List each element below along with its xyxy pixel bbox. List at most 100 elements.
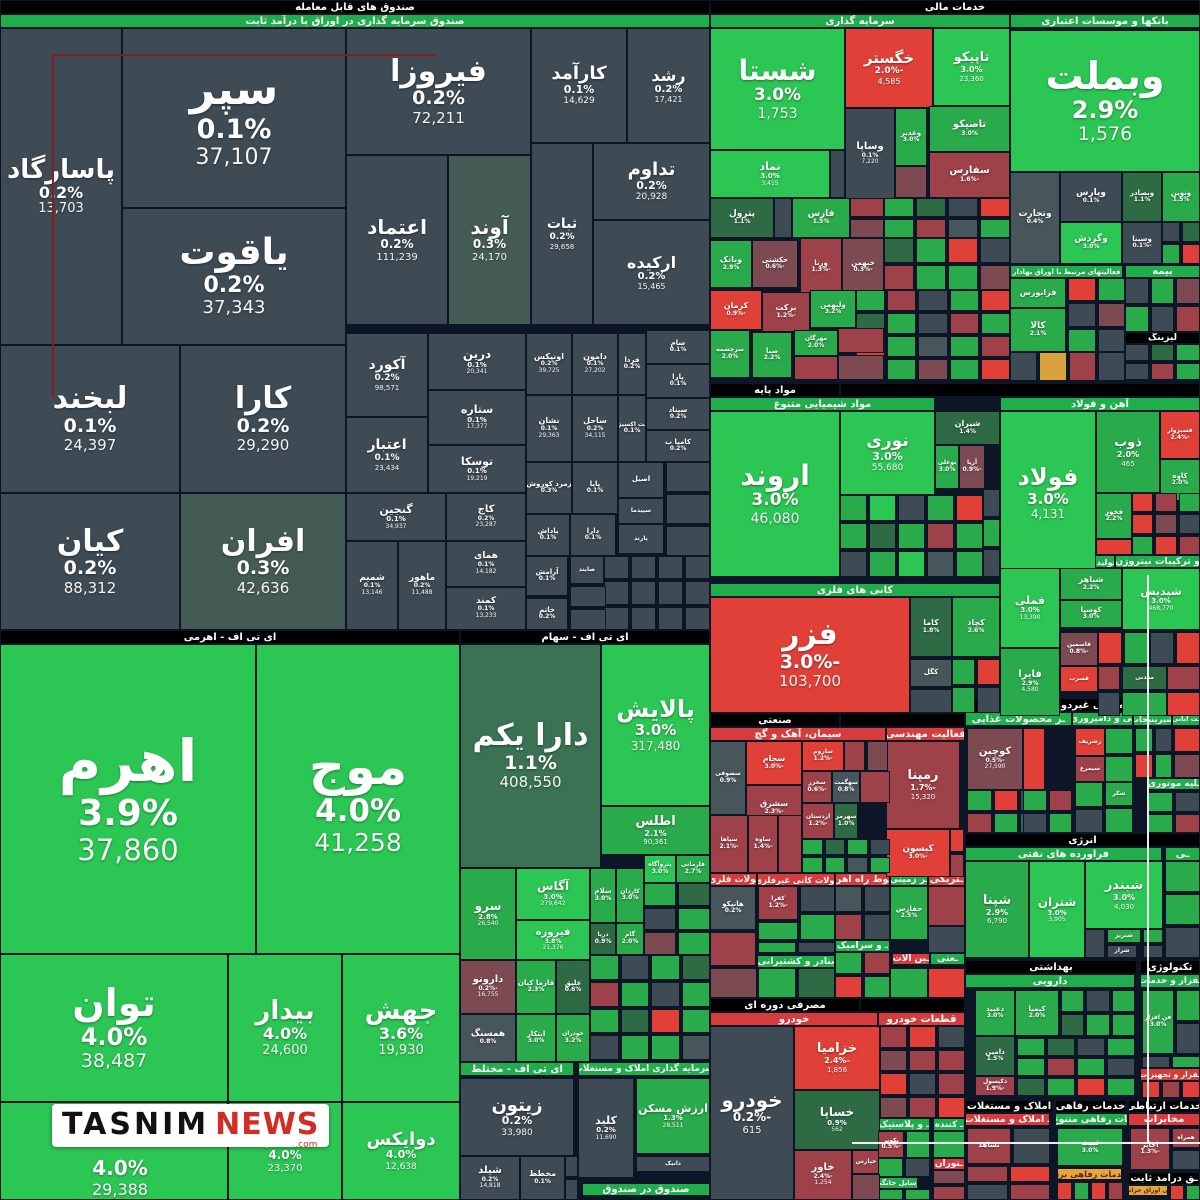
stock-tile-فاسمین[interactable]: فاسمین -0.8%	[1060, 632, 1098, 666]
stock-tile-پارند[interactable]: پارند	[618, 524, 664, 554]
stock-tile-سپاها[interactable]: سپاها -2.1%	[710, 815, 748, 873]
stock-tile-small[interactable]	[1125, 363, 1149, 380]
stock-tile-small[interactable]	[1142, 1056, 1170, 1068]
stock-tile-small[interactable]	[835, 886, 862, 912]
stock-tile-small[interactable]	[867, 741, 888, 771]
stock-tile-small[interactable]	[758, 922, 798, 940]
stock-tile-پکویر[interactable]: پکویر -0.5%	[878, 1131, 904, 1158]
stock-tile-پتروآگاه[interactable]: پتروآگاه 3.0%	[644, 855, 676, 883]
stock-tile-small[interactable]	[928, 886, 965, 926]
stock-tile-small[interactable]	[863, 914, 890, 940]
stock-tile-small[interactable]	[1061, 990, 1085, 1012]
stock-tile-small[interactable]	[918, 336, 948, 357]
stock-tile-small[interactable]	[887, 290, 917, 311]
stock-tile-همسنگ[interactable]: همسنگ 0.8%	[460, 1014, 516, 1062]
stock-tile-آریا[interactable]: آریا -0.9%	[959, 445, 985, 489]
stock-tile-small[interactable]	[916, 238, 946, 263]
stock-tile-small[interactable]	[880, 1096, 907, 1118]
stock-tile-کاردان[interactable]: کاردان 3.0%	[616, 868, 644, 923]
stock-tile-شبریز[interactable]: شبریز	[1107, 929, 1141, 943]
stock-tile-small[interactable]	[1097, 328, 1125, 352]
stock-tile-small[interactable]	[980, 336, 1010, 357]
stock-tile-small[interactable]	[1048, 790, 1072, 811]
stock-tile-small[interactable]	[802, 839, 823, 855]
stock-tile-small[interactable]	[980, 219, 1010, 238]
stock-tile-small[interactable]	[800, 914, 835, 940]
stock-tile-small[interactable]	[1182, 222, 1200, 242]
stock-tile-فزر[interactable]: فزر -3.0% 103,700	[710, 597, 910, 713]
stock-tile-small[interactable]	[644, 907, 676, 931]
stock-tile-small[interactable]	[948, 219, 978, 238]
stock-tile-small[interactable]	[1105, 756, 1133, 782]
stock-tile-small[interactable]	[878, 1189, 903, 1200]
stock-tile-معدنی[interactable]: معدنی	[1122, 666, 1167, 690]
stock-tile-small[interactable]	[980, 290, 1010, 311]
stock-tile-فن-افزار[interactable]: فن افزار 3.0%	[1142, 990, 1174, 1054]
stock-tile-small[interactable]	[681, 981, 710, 1007]
stock-tile-دارا[interactable]: دارا 0.1%	[570, 514, 616, 556]
stock-tile-small[interactable]	[905, 1158, 930, 1177]
stock-tile-توان[interactable]: توان 4.0% 38,487	[0, 954, 228, 1102]
stock-tile-small[interactable]	[644, 883, 676, 906]
stock-tile-small[interactable]	[1010, 352, 1038, 381]
stock-tile-سام[interactable]: سام 0.1%	[646, 330, 710, 364]
stock-tile-small[interactable]	[678, 907, 710, 931]
stock-tile-small[interactable]	[884, 219, 914, 238]
stock-tile-دوایکس[interactable]: دوایکس 4.0% 12,638	[342, 1102, 460, 1200]
stock-tile-small[interactable]	[895, 166, 927, 198]
stock-tile-سهرمز[interactable]: سهرمز 1.0%	[834, 803, 858, 839]
stock-tile-small[interactable]	[938, 1073, 965, 1095]
stock-tile-وبملت[interactable]: وبملت 2.9% 1,576	[1010, 30, 1200, 172]
stock-tile-small[interactable]	[869, 857, 890, 873]
stock-tile-سیمرغ[interactable]: سیمرغ	[1075, 756, 1105, 782]
stock-tile-small[interactable]	[980, 198, 1010, 217]
stock-tile-لبخند[interactable]: لبخند 0.1% 24,397	[0, 345, 180, 493]
stock-tile-small[interactable]	[938, 1096, 965, 1118]
stock-tile-اهرم[interactable]: اهرم 3.9% 37,860	[0, 644, 256, 954]
stock-tile-small[interactable]	[590, 1035, 619, 1060]
stock-tile-small[interactable]	[1150, 632, 1174, 664]
stock-tile-خپارس[interactable]: خپارس	[852, 1150, 880, 1174]
stock-tile-آرامش[interactable]: آرامش 0.1%	[526, 556, 568, 596]
stock-tile-small[interactable]	[948, 238, 978, 263]
stock-tile-small[interactable]	[967, 790, 992, 811]
stock-tile-دریا[interactable]: دریا 0.9%	[590, 923, 616, 955]
stock-tile-small[interactable]	[1125, 306, 1149, 332]
stock-tile-small[interactable]	[681, 1035, 710, 1060]
stock-tile-مخطط[interactable]: مخطط 0.1%	[520, 1156, 565, 1200]
stock-tile-small[interactable]	[658, 606, 683, 630]
stock-tile-small[interactable]	[890, 968, 928, 998]
stock-tile-ساروم[interactable]: ساروم -1.2%	[802, 741, 844, 771]
stock-tile-زمرد-کوروش[interactable]: زمرد کوروش 0.3%	[526, 462, 572, 514]
stock-tile-small[interactable]	[1176, 1023, 1200, 1054]
stock-tile-small[interactable]	[887, 359, 917, 380]
stock-tile-small[interactable]	[956, 495, 983, 521]
stock-tile-small[interactable]	[880, 1049, 907, 1071]
stock-tile-شپنا[interactable]: شپنا 2.9% 6,790	[965, 861, 1029, 958]
stock-tile-small[interactable]	[604, 581, 629, 605]
stock-tile-صبا[interactable]: صبا 2.2%	[752, 332, 792, 378]
stock-tile-پاداش[interactable]: پاداش 0.1%	[526, 514, 570, 556]
stock-tile-small[interactable]	[952, 659, 975, 685]
stock-tile-small[interactable]	[666, 462, 710, 492]
stock-tile-پاسارگاد[interactable]: پاسارگاد 0.2% 13,703	[0, 28, 122, 345]
stock-tile-ارزش-مسکن[interactable]: ارزش مسکن 1.3% 28,511	[636, 1078, 710, 1154]
stock-tile-ونوین[interactable]: ونوین 1.5%	[1162, 172, 1200, 222]
stock-tile-small[interactable]	[1009, 1184, 1050, 1200]
stock-tile-small[interactable]	[1142, 1081, 1160, 1098]
stock-tile-small[interactable]	[685, 606, 710, 630]
stock-tile-small[interactable]	[1068, 352, 1096, 381]
stock-tile-وبانک[interactable]: وبانک 2.9%	[710, 240, 752, 288]
stock-tile-small[interactable]	[1155, 514, 1177, 534]
stock-tile-کوچین[interactable]: کوچین -0.5% 27,590	[967, 728, 1023, 790]
stock-tile-اصیل[interactable]: اصیل	[618, 462, 664, 498]
stock-tile-فیروزه[interactable]: فیروزه 3.8% 21,376	[516, 920, 590, 960]
stock-tile-small[interactable]	[590, 981, 619, 1007]
stock-tile-small[interactable]	[1176, 990, 1200, 1021]
stock-tile-کاما[interactable]: کاما 1.8%	[910, 597, 952, 657]
stock-tile-small[interactable]	[956, 551, 983, 577]
stock-tile-شستا[interactable]: شستا 3.0% 1,753	[710, 28, 845, 150]
stock-tile-small[interactable]	[1061, 1014, 1085, 1036]
stock-tile-small[interactable]	[631, 556, 656, 580]
stock-tile-small[interactable]	[774, 198, 792, 238]
